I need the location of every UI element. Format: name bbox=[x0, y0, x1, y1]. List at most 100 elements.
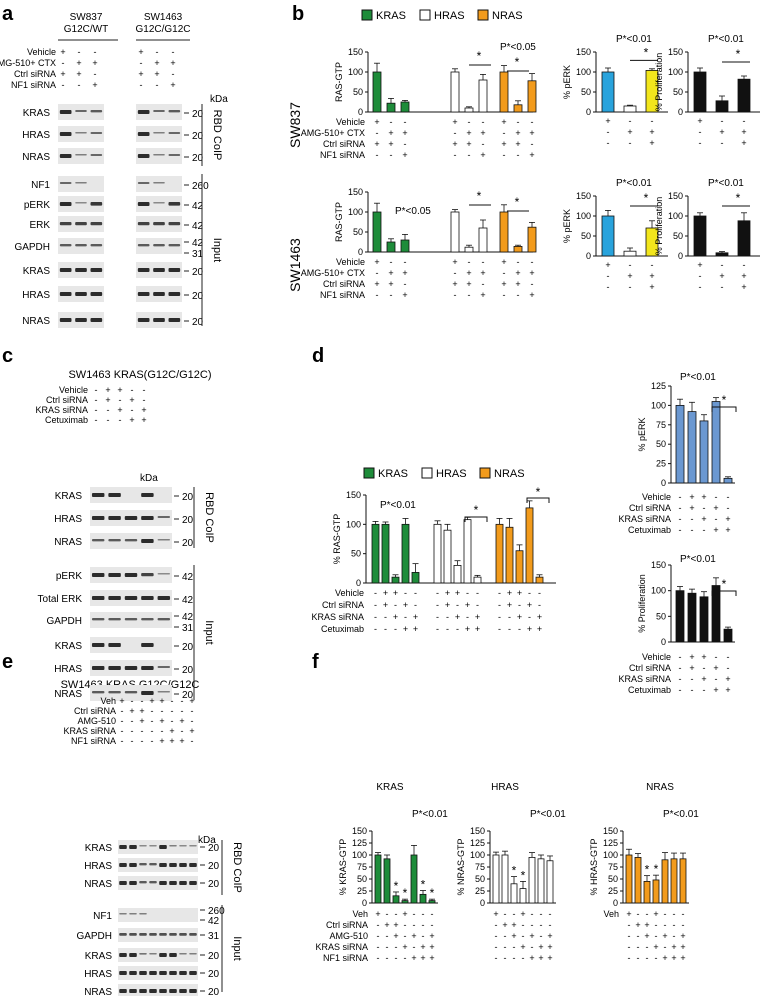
d1-bar bbox=[443, 529, 452, 584]
b5-sign: + bbox=[649, 271, 654, 281]
b3-sign: - bbox=[629, 138, 632, 148]
e-kda-label: 20 bbox=[208, 861, 220, 872]
b1-sign: - bbox=[482, 139, 485, 149]
d1-sign: + bbox=[445, 600, 450, 610]
d-legend: KRAS HRAS NRAS bbox=[363, 467, 525, 480]
a-band bbox=[90, 202, 103, 206]
e-sign: + bbox=[189, 726, 194, 736]
e-band bbox=[189, 933, 197, 936]
a-sign: - bbox=[94, 69, 97, 79]
b2-sign: - bbox=[390, 290, 393, 300]
f2-y-tick-label: 75 bbox=[475, 862, 485, 872]
e-blot-strip bbox=[118, 840, 198, 854]
a-band bbox=[168, 154, 181, 156]
d1-sign: + bbox=[537, 612, 542, 622]
f3-sign: - bbox=[637, 931, 640, 941]
b6-sign: + bbox=[719, 271, 724, 281]
f1-sign: - bbox=[386, 931, 389, 941]
d3-sign: - bbox=[715, 652, 718, 662]
f1-star: * bbox=[430, 886, 435, 900]
e-band bbox=[189, 971, 197, 975]
c-kda-label: 42 bbox=[182, 612, 194, 623]
f2-sign: + bbox=[547, 942, 552, 952]
b6-pval: P*<0.01 bbox=[708, 178, 744, 189]
d2-y-tick-label: 125 bbox=[651, 381, 666, 391]
f2-sign: - bbox=[549, 920, 552, 930]
b1-sign: + bbox=[515, 128, 520, 138]
c-band bbox=[108, 516, 121, 520]
d3-sign: + bbox=[713, 685, 718, 695]
e-band bbox=[129, 971, 137, 975]
d2-sign: + bbox=[713, 525, 718, 535]
c-band bbox=[124, 516, 138, 520]
b4-sign: + bbox=[697, 116, 702, 126]
e-blot-strip bbox=[118, 948, 198, 962]
d2-bar bbox=[711, 401, 721, 484]
b4-sign: + bbox=[741, 138, 746, 148]
b1-sign: - bbox=[482, 117, 485, 127]
a-band bbox=[59, 318, 72, 322]
e-sign: + bbox=[139, 716, 144, 726]
e-sign: - bbox=[181, 726, 184, 736]
b6-sign: + bbox=[741, 282, 746, 292]
d1-bar bbox=[495, 523, 504, 584]
e-sign: - bbox=[121, 706, 124, 716]
b2-sign: - bbox=[482, 257, 485, 267]
d1-bar bbox=[391, 576, 400, 584]
b4-y-label: % Proliferation bbox=[654, 53, 664, 112]
d1-bar bbox=[515, 550, 524, 584]
a-band bbox=[59, 292, 72, 296]
f3-y-tick-label: 0 bbox=[613, 898, 618, 908]
e-band bbox=[179, 971, 187, 975]
f3-star: * bbox=[654, 862, 659, 876]
a-band bbox=[59, 244, 72, 247]
b6-y-label: % Proliferation bbox=[654, 197, 664, 256]
e-band bbox=[179, 953, 187, 955]
f2-sign: - bbox=[495, 931, 498, 941]
e-blot-strip bbox=[118, 908, 198, 922]
d3-sign: - bbox=[727, 652, 730, 662]
f3-sign: - bbox=[646, 953, 649, 963]
c-band bbox=[91, 618, 105, 621]
e-blot-label: GAPDH bbox=[76, 931, 112, 942]
d2-y-tick-label: 75 bbox=[656, 420, 666, 430]
b1-bar bbox=[513, 104, 523, 113]
b6-sign: - bbox=[721, 260, 724, 270]
b5-sign: - bbox=[629, 282, 632, 292]
d2-sign: - bbox=[679, 525, 682, 535]
e-blot-label: NRAS bbox=[84, 987, 112, 996]
d1-sign: + bbox=[403, 600, 408, 610]
f1-sign: - bbox=[431, 909, 434, 919]
c-band bbox=[157, 596, 171, 600]
d3-cond-label: Vehicle bbox=[642, 652, 671, 662]
a-band bbox=[153, 292, 165, 296]
f1-bar bbox=[383, 858, 391, 904]
b1-sign: - bbox=[531, 117, 534, 127]
f1-star: * bbox=[394, 879, 399, 893]
e-band bbox=[139, 933, 147, 936]
e-band bbox=[129, 933, 137, 936]
b2-cond-label: Vehicle bbox=[336, 257, 365, 267]
c-cond-label: Cetuximab bbox=[45, 415, 88, 425]
a-band bbox=[153, 182, 165, 184]
b2-sign: - bbox=[454, 290, 457, 300]
e-sign: - bbox=[171, 716, 174, 726]
d2-cond-label: Cetuximab bbox=[628, 525, 671, 535]
e-band bbox=[119, 863, 127, 867]
c-band bbox=[91, 493, 105, 497]
a-band bbox=[153, 268, 165, 272]
b1-sign: - bbox=[517, 150, 520, 160]
d1-bar bbox=[453, 565, 462, 584]
f2-bar bbox=[519, 888, 527, 904]
f1-sign: - bbox=[386, 942, 389, 952]
b1-sign: + bbox=[515, 139, 520, 149]
e-band bbox=[159, 845, 167, 849]
c-cond-label: KRAS siRNA bbox=[35, 405, 88, 415]
a-sign: - bbox=[78, 47, 81, 57]
d1-sign: + bbox=[527, 624, 532, 634]
c-band bbox=[124, 691, 138, 694]
c-blot-label: Total ERK bbox=[38, 594, 83, 605]
f2-sign: - bbox=[522, 953, 525, 963]
c-band bbox=[91, 691, 105, 694]
b2-sign: + bbox=[529, 268, 534, 278]
